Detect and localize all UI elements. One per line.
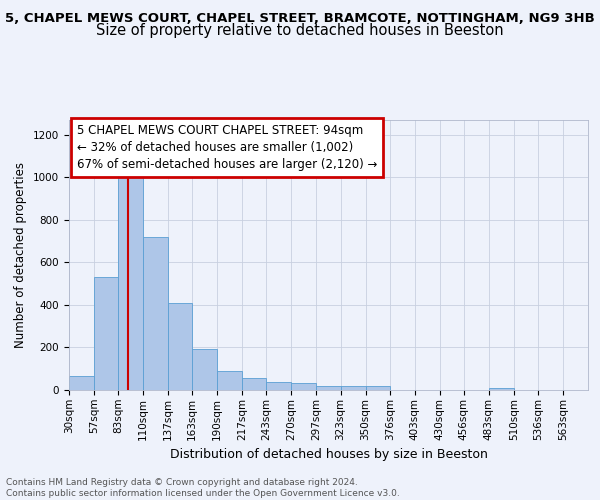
Bar <box>143 237 168 390</box>
Bar <box>192 348 217 390</box>
Text: 5, CHAPEL MEWS COURT, CHAPEL STREET, BRAMCOTE, NOTTINGHAM, NG9 3HB: 5, CHAPEL MEWS COURT, CHAPEL STREET, BRA… <box>5 12 595 26</box>
Bar <box>365 386 389 390</box>
Bar <box>316 386 341 390</box>
Bar <box>118 178 143 390</box>
X-axis label: Distribution of detached houses by size in Beeston: Distribution of detached houses by size … <box>170 448 487 461</box>
Bar <box>94 278 118 390</box>
Bar <box>341 386 365 390</box>
Y-axis label: Number of detached properties: Number of detached properties <box>14 162 28 348</box>
Bar <box>292 382 316 390</box>
Text: Contains HM Land Registry data © Crown copyright and database right 2024.
Contai: Contains HM Land Registry data © Crown c… <box>6 478 400 498</box>
Bar <box>266 382 292 390</box>
Bar <box>242 378 266 390</box>
Bar <box>69 376 94 390</box>
Bar <box>489 388 514 390</box>
Bar <box>168 303 192 390</box>
Text: Size of property relative to detached houses in Beeston: Size of property relative to detached ho… <box>96 22 504 38</box>
Text: 5 CHAPEL MEWS COURT CHAPEL STREET: 94sqm
← 32% of detached houses are smaller (1: 5 CHAPEL MEWS COURT CHAPEL STREET: 94sqm… <box>77 124 377 171</box>
Bar <box>217 371 242 390</box>
